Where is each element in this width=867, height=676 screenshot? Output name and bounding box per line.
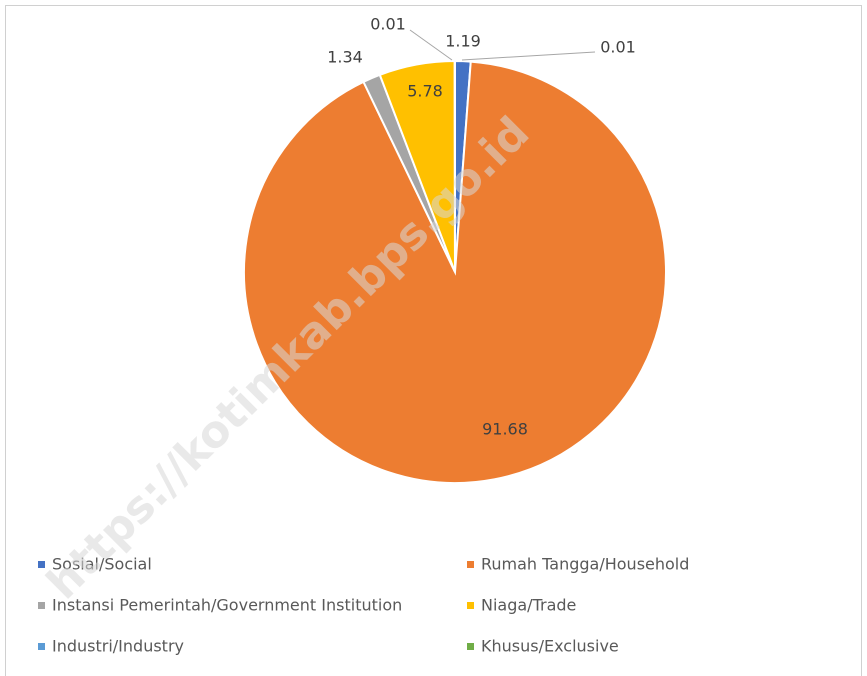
legend-swatch: [467, 643, 474, 650]
legend-label: Industri/Industry: [52, 637, 184, 656]
legend-swatch: [38, 643, 45, 650]
chart-border: [5, 5, 862, 676]
leader-line: [409, 29, 453, 61]
leader-line: [461, 51, 596, 61]
legend-label: Instansi Pemerintah/Government Instituti…: [52, 596, 402, 615]
data-label: 0.01: [370, 15, 406, 34]
legend-swatch: [38, 561, 45, 568]
legend-label: Sosial/Social: [52, 555, 152, 574]
data-label: 0.01: [600, 38, 636, 57]
legend-swatch: [38, 602, 45, 609]
data-label: 5.78: [407, 82, 443, 101]
data-labels: 1.19 91.68 1.34 5.78 0.01 0.01: [327, 15, 636, 439]
data-label: 1.19: [445, 32, 481, 51]
legend: Sosial/Social Rumah Tangga/Household Insta…: [38, 555, 689, 656]
pie: [243, 59, 667, 484]
legend-swatch: [467, 602, 474, 609]
data-label: 1.34: [327, 48, 363, 67]
pie-slice: [243, 60, 667, 484]
legend-label: Khusus/Exclusive: [481, 637, 619, 656]
legend-label: Niaga/Trade: [481, 596, 576, 615]
legend-swatch: [467, 561, 474, 568]
legend-label: Rumah Tangga/Household: [481, 555, 689, 574]
data-label: 91.68: [482, 420, 528, 439]
